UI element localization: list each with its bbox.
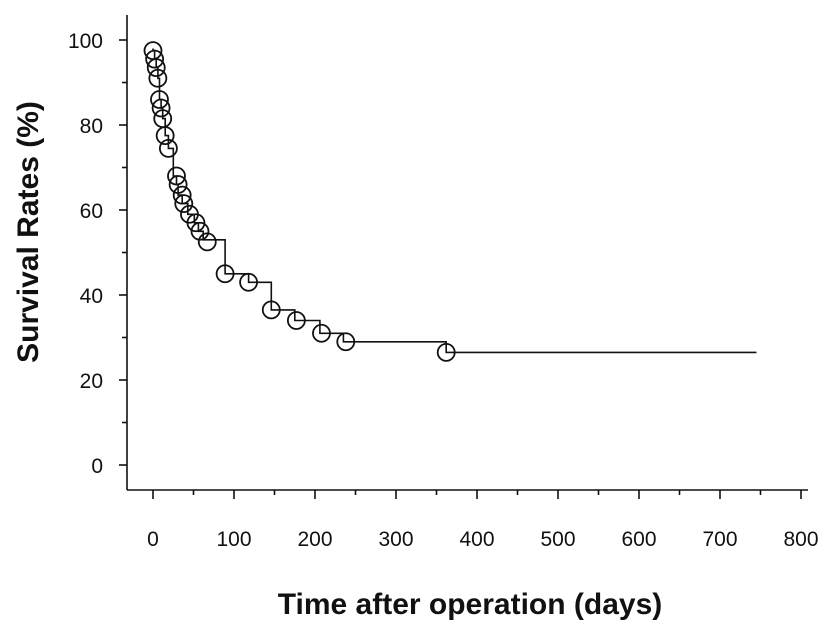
censored-point bbox=[168, 175, 188, 194]
censored-point bbox=[145, 49, 165, 69]
y-tick-label: 0 bbox=[91, 455, 103, 478]
x-tick-label: 0 bbox=[147, 528, 159, 551]
x-tick-label: 300 bbox=[378, 528, 413, 551]
censored-point bbox=[336, 332, 356, 352]
y-axis-title: Survival Rates (%) bbox=[12, 101, 45, 363]
censored-point bbox=[215, 264, 235, 284]
y-ticks: 0 20 40 60 80 100 bbox=[68, 30, 127, 478]
x-tick-label: 600 bbox=[621, 528, 656, 551]
x-tick-label: 800 bbox=[783, 528, 818, 551]
x-tick-label: 400 bbox=[459, 528, 494, 551]
x-axis-title: Time after operation (days) bbox=[278, 588, 663, 621]
x-tick-label: 700 bbox=[702, 528, 737, 551]
censored-point bbox=[146, 58, 166, 78]
y-tick-label: 100 bbox=[68, 30, 103, 53]
x-tick-label: 500 bbox=[540, 528, 575, 551]
x-tick-label: 100 bbox=[216, 528, 251, 551]
x-ticks: 0 100 200 300 400 500 600 700 800 bbox=[147, 490, 819, 551]
y-tick-label: 80 bbox=[80, 115, 103, 138]
censored-point bbox=[167, 166, 186, 186]
censored-point bbox=[239, 272, 258, 292]
censored-point bbox=[150, 90, 169, 109]
survival-step-line bbox=[152, 48, 757, 354]
censored-markers bbox=[143, 41, 456, 362]
censored-point bbox=[436, 342, 456, 362]
y-tick-label: 20 bbox=[80, 370, 103, 393]
censored-point bbox=[148, 68, 168, 88]
y-tick-label: 40 bbox=[80, 285, 103, 308]
plot-area bbox=[143, 41, 757, 362]
x-tick-label: 200 bbox=[297, 528, 332, 551]
censored-point bbox=[261, 300, 281, 320]
censored-point bbox=[155, 126, 175, 146]
censored-point bbox=[172, 185, 192, 205]
censored-point bbox=[312, 323, 331, 343]
censored-point bbox=[286, 311, 306, 330]
censored-point bbox=[151, 98, 171, 118]
censored-point bbox=[197, 232, 217, 252]
censored-point bbox=[174, 194, 194, 214]
censored-point bbox=[186, 213, 206, 233]
censored-point bbox=[158, 138, 178, 158]
y-tick-label: 60 bbox=[80, 200, 103, 223]
censored-point bbox=[190, 221, 210, 241]
